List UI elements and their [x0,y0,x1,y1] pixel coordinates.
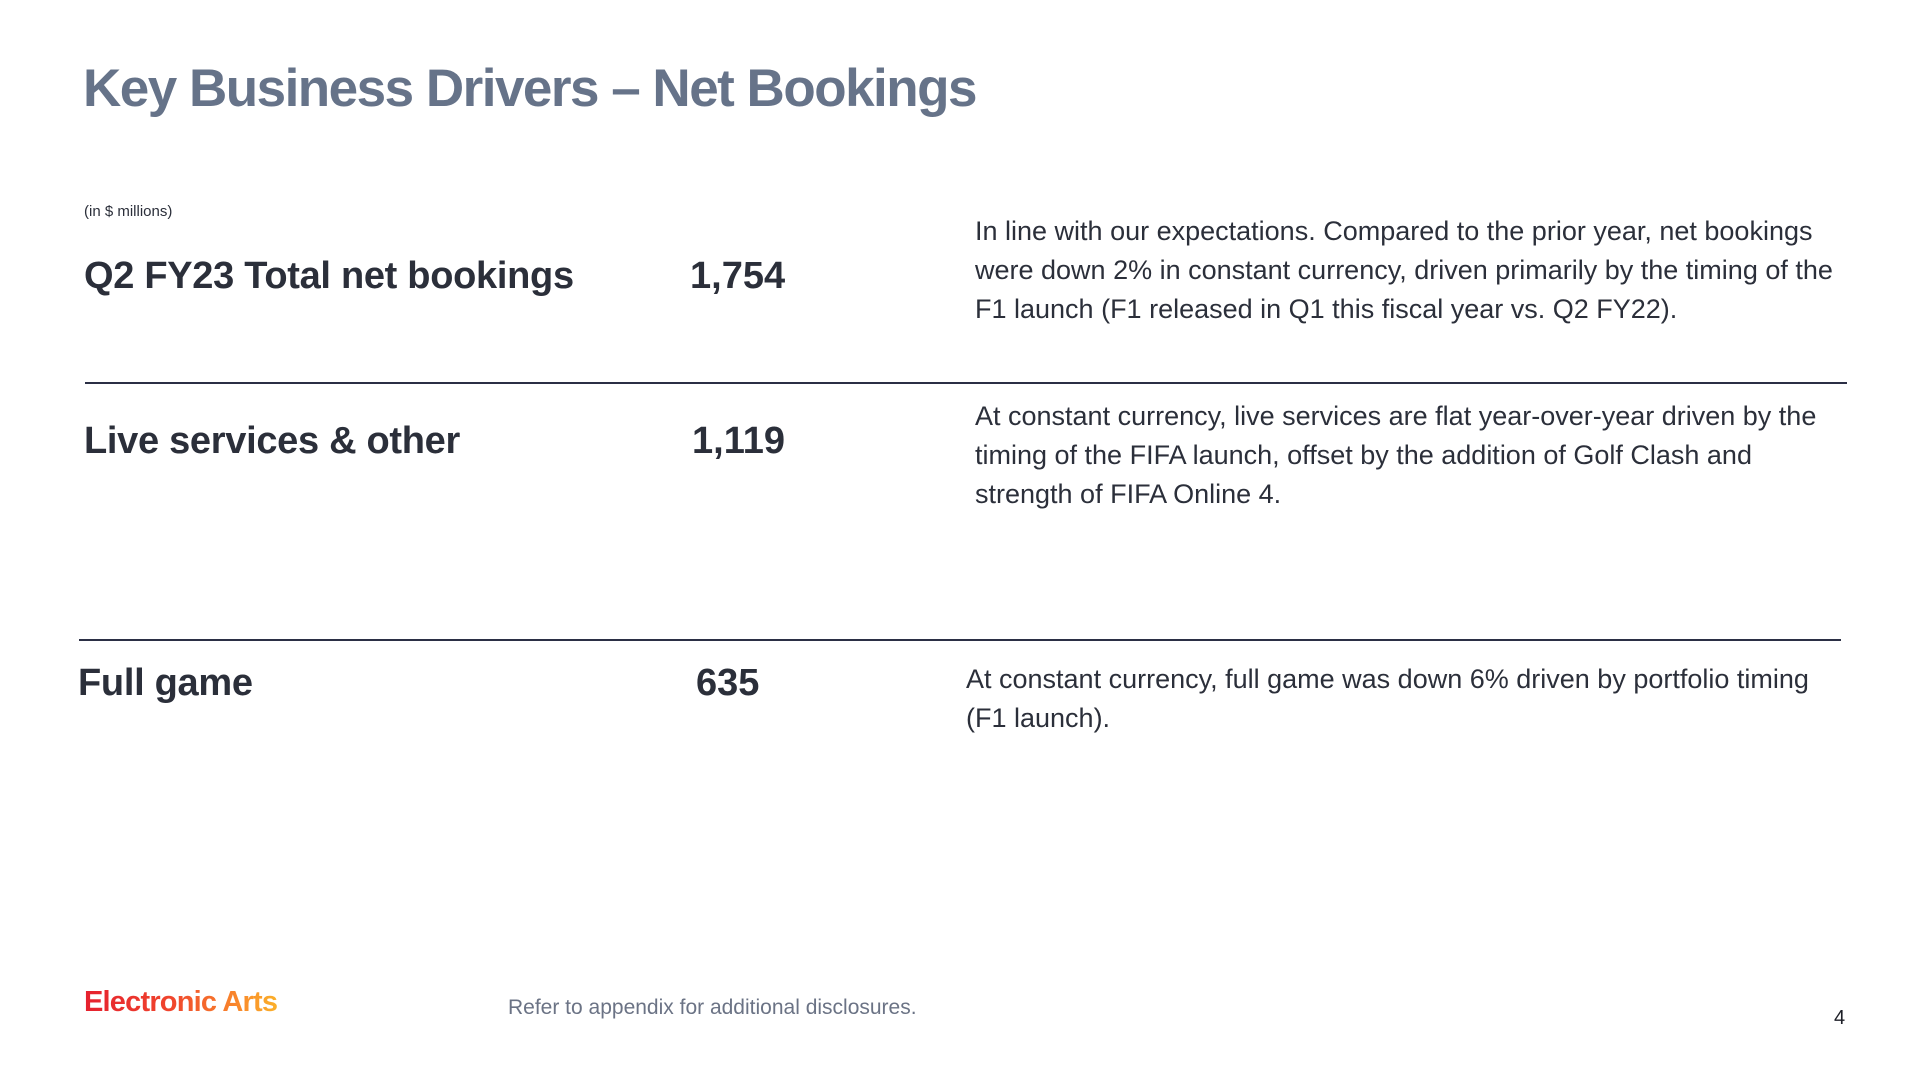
slide-title: Key Business Drivers – Net Bookings [83,59,978,118]
electronic-arts-logo: Electronic Arts [84,986,278,1018]
row-description-total-net-bookings: In line with our expectations. Compared … [975,216,1833,324]
page-number: 4 [1834,1007,1846,1029]
row-value-total-net-bookings: 1,754 [690,255,786,297]
row-divider [85,382,1847,384]
row-value-full-game: 635 [696,662,760,704]
units-note: (in $ millions) [84,203,173,220]
row-label-full-game: Full game [78,662,253,704]
row-label-total-net-bookings: Q2 FY23 Total net bookings [84,255,574,297]
row-label-live-services: Live services & other [84,420,461,462]
row-value-live-services: 1,119 [692,420,785,462]
row-description-full-game: At constant currency, full game was down… [966,664,1809,733]
row-divider [79,639,1841,641]
footnote: Refer to appendix for additional disclos… [508,996,917,1019]
row-description-live-services: At constant currency, live services are … [975,401,1817,509]
